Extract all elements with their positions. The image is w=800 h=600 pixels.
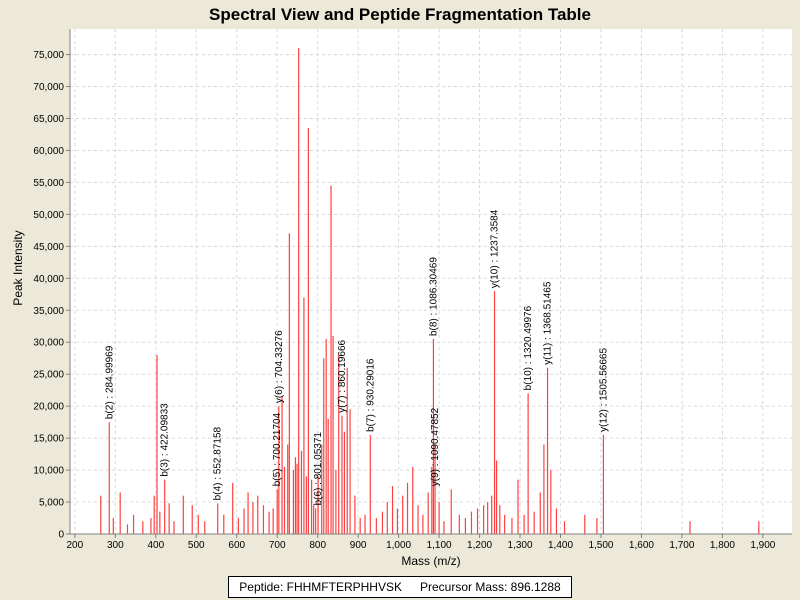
y-tick-label: 40,000 <box>33 274 64 285</box>
fragment-ion-label: y(11) : 1368.51465 <box>543 281 554 365</box>
y-tick-label: 65,000 <box>33 114 64 125</box>
peptide-legend: Peptide: FHHMFTERPHHVSK Precursor Mass: … <box>228 576 572 598</box>
fragment-ion-label: b(10) : 1320.49976 <box>523 305 534 390</box>
fragment-ion-label: b(6) : 801.05371 <box>313 432 324 506</box>
fragment-ion-label: y(12) : 1505.56665 <box>598 348 609 432</box>
fragment-ion-label: y(10) : 1237.3584 <box>490 209 501 288</box>
x-tick-label: 500 <box>188 540 205 551</box>
fragment-ion-label: b(3) : 422.09833 <box>160 403 171 477</box>
y-tick-label: 60,000 <box>33 146 64 157</box>
y-tick-label: 20,000 <box>33 402 64 413</box>
plot-area <box>70 29 792 534</box>
x-ticks: 200 300 400 500 600 700 800 900 1,000 1,100 1,200 1… <box>67 534 776 551</box>
x-tick-label: 400 <box>147 540 164 551</box>
x-tick-label: 800 <box>309 540 326 551</box>
fragment-ion-label: b(8) : 1086.30469 <box>428 257 439 336</box>
y-tick-label: 15,000 <box>33 434 64 445</box>
x-tick-label: 1,800 <box>710 540 735 551</box>
y-tick-label: 25,000 <box>33 370 64 381</box>
fragment-ion-label: y(7) : 860.19666 <box>337 339 348 412</box>
axes <box>69 29 792 535</box>
fragment-ion-label: y(9) : 1090.47852 <box>430 407 441 486</box>
y-tick-label: 55,000 <box>33 178 64 189</box>
peak-annotations: b(2) : 284.99969 b(3) : 422.09833 b(4) : 5… <box>104 209 609 505</box>
y-ticks: 0 5,000 10,000 15,000 20,000 25,000 30,000 35,0… <box>33 50 70 541</box>
y-tick-label: 45,000 <box>33 242 64 253</box>
y-tick-label: 0 <box>58 530 64 541</box>
x-tick-label: 1,500 <box>588 540 613 551</box>
fragment-ion-label: b(7) : 930.29016 <box>365 358 376 432</box>
x-tick-label: 1,300 <box>508 540 533 551</box>
y-tick-label: 10,000 <box>33 466 64 477</box>
x-tick-label: 200 <box>67 540 84 551</box>
y-axis-label: Peak Intensity <box>11 230 25 305</box>
fragment-ion-label: b(5) : 700.21704 <box>272 412 283 486</box>
x-tick-label: 1,000 <box>386 540 411 551</box>
x-axis-label: Mass (m/z) <box>401 554 460 568</box>
x-tick-label: 300 <box>107 540 124 551</box>
y-tick-label: 30,000 <box>33 338 64 349</box>
fragment-ion-label: b(2) : 284.99969 <box>104 345 115 419</box>
x-tick-label: 900 <box>350 540 367 551</box>
x-tick-label: 1,400 <box>548 540 573 551</box>
y-tick-label: 5,000 <box>39 498 64 509</box>
peptide-sequence: Peptide: FHHMFTERPHHVSK <box>239 580 402 594</box>
chart-title: Spectral View and Peptide Fragmentation … <box>209 5 591 24</box>
y-tick-label: 70,000 <box>33 82 64 93</box>
x-tick-label: 1,700 <box>669 540 694 551</box>
x-tick-label: 1,900 <box>750 540 775 551</box>
y-tick-label: 35,000 <box>33 306 64 317</box>
y-tick-label: 50,000 <box>33 210 64 221</box>
x-tick-label: 600 <box>228 540 245 551</box>
x-tick-label: 1,200 <box>467 540 492 551</box>
fragment-ion-label: b(4) : 552.87158 <box>213 426 224 500</box>
precursor-mass: Precursor Mass: 896.1288 <box>419 580 561 594</box>
x-tick-label: 1,600 <box>629 540 654 551</box>
grid-lines <box>70 29 792 535</box>
fragment-ion-label: y(6) : 704.33276 <box>274 330 285 403</box>
x-tick-label: 700 <box>269 540 286 551</box>
y-tick-label: 75,000 <box>33 50 64 61</box>
x-tick-label: 1,100 <box>427 540 452 551</box>
peaks <box>100 48 760 534</box>
